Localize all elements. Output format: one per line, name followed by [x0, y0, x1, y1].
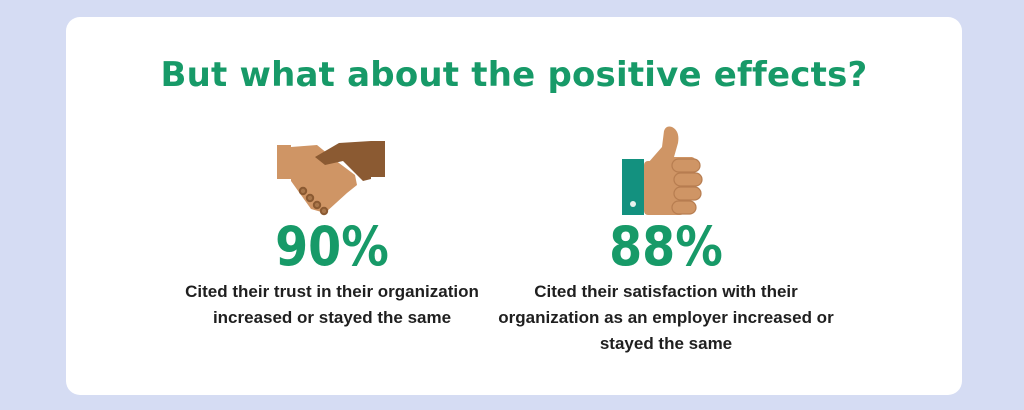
stat-value: 88%: [609, 215, 723, 278]
handshake-icon: [277, 141, 385, 216]
stat-caption: Cited their trust in their organization …: [185, 282, 479, 327]
thumbs-up-icon: [622, 126, 703, 215]
stat-value: 90%: [275, 215, 389, 278]
stat-caption: Cited their satisfaction with their orga…: [498, 282, 834, 353]
page-title: But what about the positive effects?: [160, 55, 868, 95]
stat-trust: 90% Cited their trust in their organizat…: [162, 135, 502, 331]
content-card: But what about the positive effects? 90%…: [66, 17, 962, 395]
stat-satisfaction: 88% Cited their satisfaction with their …: [494, 125, 838, 357]
